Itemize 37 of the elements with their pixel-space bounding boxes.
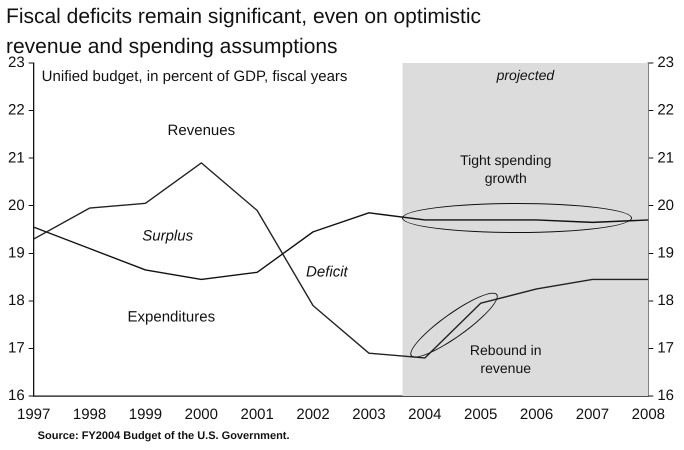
y-tick-label: 17 [8, 340, 25, 357]
y-tick-label: 16 [8, 387, 25, 404]
x-tick-label: 2004 [408, 406, 442, 424]
y2-tick-label: 21 [657, 149, 674, 166]
x-tick-label: 2006 [520, 406, 554, 424]
x-tick-label: 2003 [352, 406, 386, 424]
x-tick-label: 2007 [576, 406, 610, 424]
x-tick-label: 1997 [16, 406, 50, 424]
source-note: Source: FY2004 Budget of the U.S. Government. [38, 430, 290, 442]
y-tick-label: 23 [8, 54, 25, 72]
y2-tick-label: 17 [657, 340, 674, 357]
y2-tick-label: 23 [657, 54, 674, 72]
y2-tick-label: 16 [657, 387, 674, 404]
annotation: Deficit [306, 264, 349, 281]
text: Expenditures [128, 308, 216, 326]
y-tick-label: 18 [8, 292, 25, 309]
x-tick-label: 2008 [632, 406, 666, 424]
x-tick-label: 1999 [128, 406, 162, 424]
y-tick-label: 22 [8, 102, 25, 119]
band-label: projected [496, 66, 556, 83]
text: Revenues [168, 122, 236, 140]
y-tick-label: 20 [8, 196, 25, 214]
y2-tick-label: 20 [657, 196, 674, 214]
y-tick-label: 19 [8, 244, 25, 262]
x-tick-label: 2005 [464, 406, 498, 424]
annotation: Rebound in revenue [470, 342, 542, 376]
y2-tick-label: 18 [657, 292, 674, 309]
x-tick-label: 2000 [184, 406, 218, 424]
x-tick-label: 2002 [296, 406, 330, 424]
chart-subtitle: Unified budget, in percent of GDP, fiscal years [42, 68, 348, 86]
annotation: Surplus [142, 228, 194, 245]
y2-tick-label: 22 [657, 102, 674, 119]
y2-tick-label: 19 [657, 244, 674, 262]
y-tick-label: 21 [8, 149, 25, 166]
x-tick-label: 2001 [240, 406, 274, 424]
x-tick-label: 1998 [72, 406, 106, 424]
annotation: Tight spending growth [460, 152, 552, 186]
